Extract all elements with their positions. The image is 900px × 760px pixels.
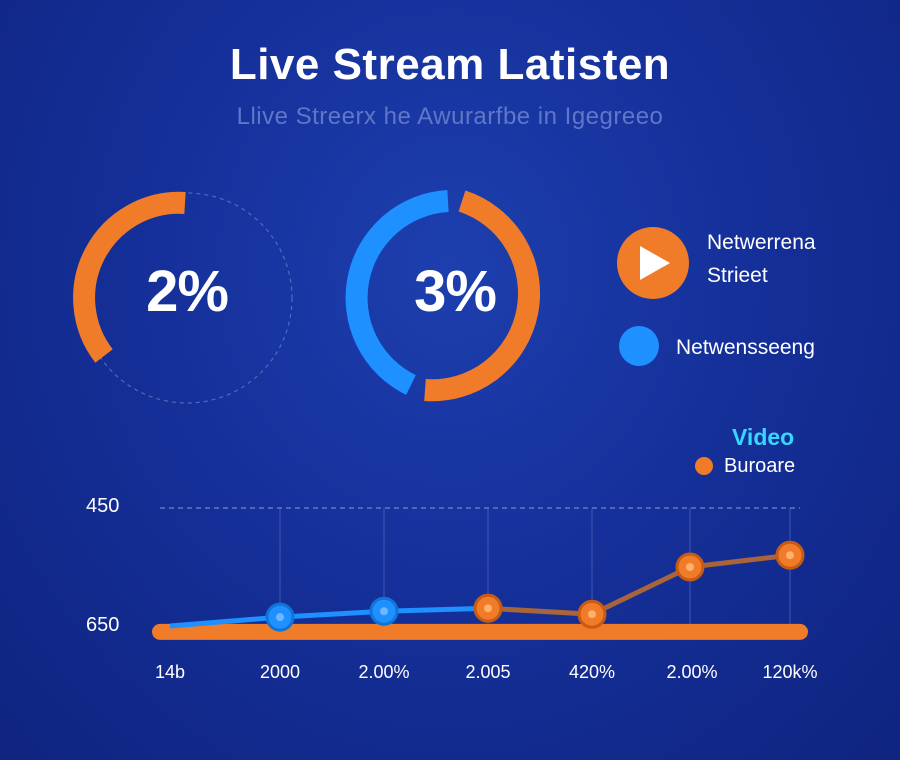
donut-2-orange-arc <box>424 190 541 402</box>
donut-2-blue-arc <box>345 190 449 395</box>
series-line-buroare <box>487 552 791 617</box>
x-tick-label: 14b <box>154 662 186 682</box>
legend-video: Video <box>732 424 795 450</box>
chart-subtitle: Llive Streerx he Awurarfbe in Igegreeo <box>236 103 664 130</box>
chart-title: Live Stream Latisten <box>229 40 671 89</box>
data-point-center <box>686 563 694 571</box>
x-tick-label: 2.00% <box>666 662 718 682</box>
donut-1-orange-arc <box>73 191 186 363</box>
donut-2-label: 3% <box>414 259 497 324</box>
donut-2 <box>345 190 541 402</box>
x-tick-label: 420% <box>568 662 616 682</box>
data-point-center <box>276 613 284 622</box>
legend-play-line2: Strieet <box>707 264 768 287</box>
y-tick-label: 450 <box>86 495 120 517</box>
play-icon <box>640 246 670 280</box>
data-point-center <box>380 607 388 616</box>
play-legend-marker <box>617 227 689 299</box>
x-tick-label: 2.00% <box>358 662 410 682</box>
chart-series <box>169 540 805 632</box>
legend-dot-item: Netwensseeng <box>676 336 815 359</box>
data-point-center <box>588 610 596 619</box>
legend-play-line1: Netwerrena <box>707 231 816 254</box>
x-tick-label: 2000 <box>259 662 301 682</box>
blue-legend-dot <box>619 326 659 366</box>
y-tick-label: 650 <box>86 614 120 636</box>
series-line-video <box>169 605 489 629</box>
x-tick-label: 120k% <box>762 662 818 682</box>
legend-buroare: Buroare <box>724 455 796 477</box>
data-point-center <box>786 551 794 560</box>
x-tick-label: 2.005 <box>465 662 511 682</box>
buroare-legend-dot <box>695 457 713 475</box>
data-point-center <box>484 604 492 613</box>
donut-1-label: 2% <box>146 259 229 324</box>
donut-1 <box>73 191 293 404</box>
